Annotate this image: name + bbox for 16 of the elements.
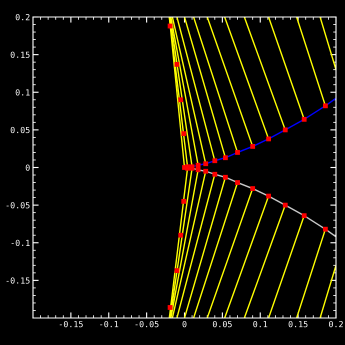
y-tick-label: -0.05 [6,202,30,208]
x-tick-label: 0.2 [329,320,343,328]
y-tick-label: -0.1 [12,240,30,246]
x-tick-label: 0 [182,320,186,328]
y-tick-label: 0 [26,164,30,171]
x-tick-label: -0.1 [100,320,118,328]
x-tick-label: 0.1 [253,320,268,328]
x-tick-label: 0.15 [288,320,308,328]
x-tick-label: -0.05 [136,320,158,328]
y-tick-label: 0.1 [16,89,30,96]
y-tick-label: 0.2 [16,14,30,20]
y-tick-label: 0.05 [10,126,30,134]
x-tick-label: -0.15 [60,320,83,328]
y-tick-label: -0.15 [6,277,30,284]
x-tick-label: 0.05 [212,320,232,328]
y-tick-label: 0.15 [10,52,30,58]
